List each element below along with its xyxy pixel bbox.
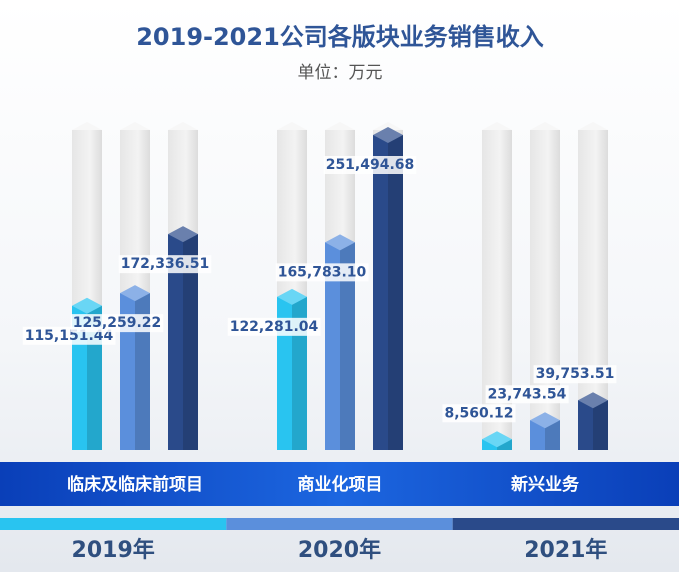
bar-side (593, 400, 608, 450)
bar-top (578, 392, 608, 409)
bar-side (340, 242, 355, 450)
bar-backdrop-top (578, 122, 608, 130)
value-label-bg (533, 365, 617, 384)
bar-top (373, 127, 403, 143)
value-label-bg (70, 314, 164, 333)
bar-backdrop-top (373, 122, 403, 130)
value-label-bg (275, 263, 369, 282)
bar-backdrop-top (482, 122, 512, 130)
legend-label: 2019年 (72, 537, 155, 563)
x-tick-label: 新兴业务 (511, 474, 580, 495)
bar-backdrop-top (72, 122, 102, 130)
bar-top (120, 285, 150, 302)
bar-side (545, 420, 560, 450)
bar-backdrop-top (120, 122, 150, 130)
bar-top (482, 431, 512, 448)
value-label: 172,336.51 (121, 256, 210, 272)
value-label-bg (442, 404, 516, 423)
legend-swatch (226, 518, 453, 530)
bar-side (497, 439, 512, 450)
legend-label: 2020年 (298, 537, 381, 563)
bar-side (183, 234, 198, 450)
bar-side (388, 135, 403, 450)
value-label-bg (485, 385, 569, 404)
value-label: 39,753.51 (536, 366, 615, 382)
bar-backdrop-top (530, 122, 560, 130)
bar-backdrop-top (277, 122, 307, 130)
value-label-bg (227, 317, 321, 336)
value-label: 23,743.54 (488, 386, 567, 402)
value-label: 125,259.22 (73, 315, 162, 331)
value-label: 8,560.12 (444, 405, 513, 421)
value-label-bg (323, 156, 417, 174)
bar-top (530, 412, 560, 429)
bar-backdrop-top (325, 122, 355, 130)
value-label: 122,281.04 (230, 319, 319, 335)
legend-label: 2021年 (524, 537, 607, 563)
value-label: 165,783.10 (278, 264, 367, 280)
value-label: 251,494.68 (326, 157, 415, 173)
bar-top (277, 288, 307, 305)
legend-swatch (452, 518, 679, 530)
legend-swatch (0, 518, 227, 530)
x-tick-label: 商业化项目 (298, 474, 383, 495)
chart-subtitle: 单位：万元 (298, 63, 383, 83)
bar-top (72, 297, 102, 314)
bar-top (325, 234, 355, 251)
value-label-bg (118, 255, 212, 274)
chart-title: 2019-2021公司各版块业务销售收入 (136, 23, 544, 51)
x-tick-label: 临床及临床前项目 (67, 474, 203, 495)
category-band (0, 462, 679, 506)
bar-backdrop-top (168, 122, 198, 130)
bar-top (168, 226, 198, 243)
bar-side (135, 293, 150, 450)
